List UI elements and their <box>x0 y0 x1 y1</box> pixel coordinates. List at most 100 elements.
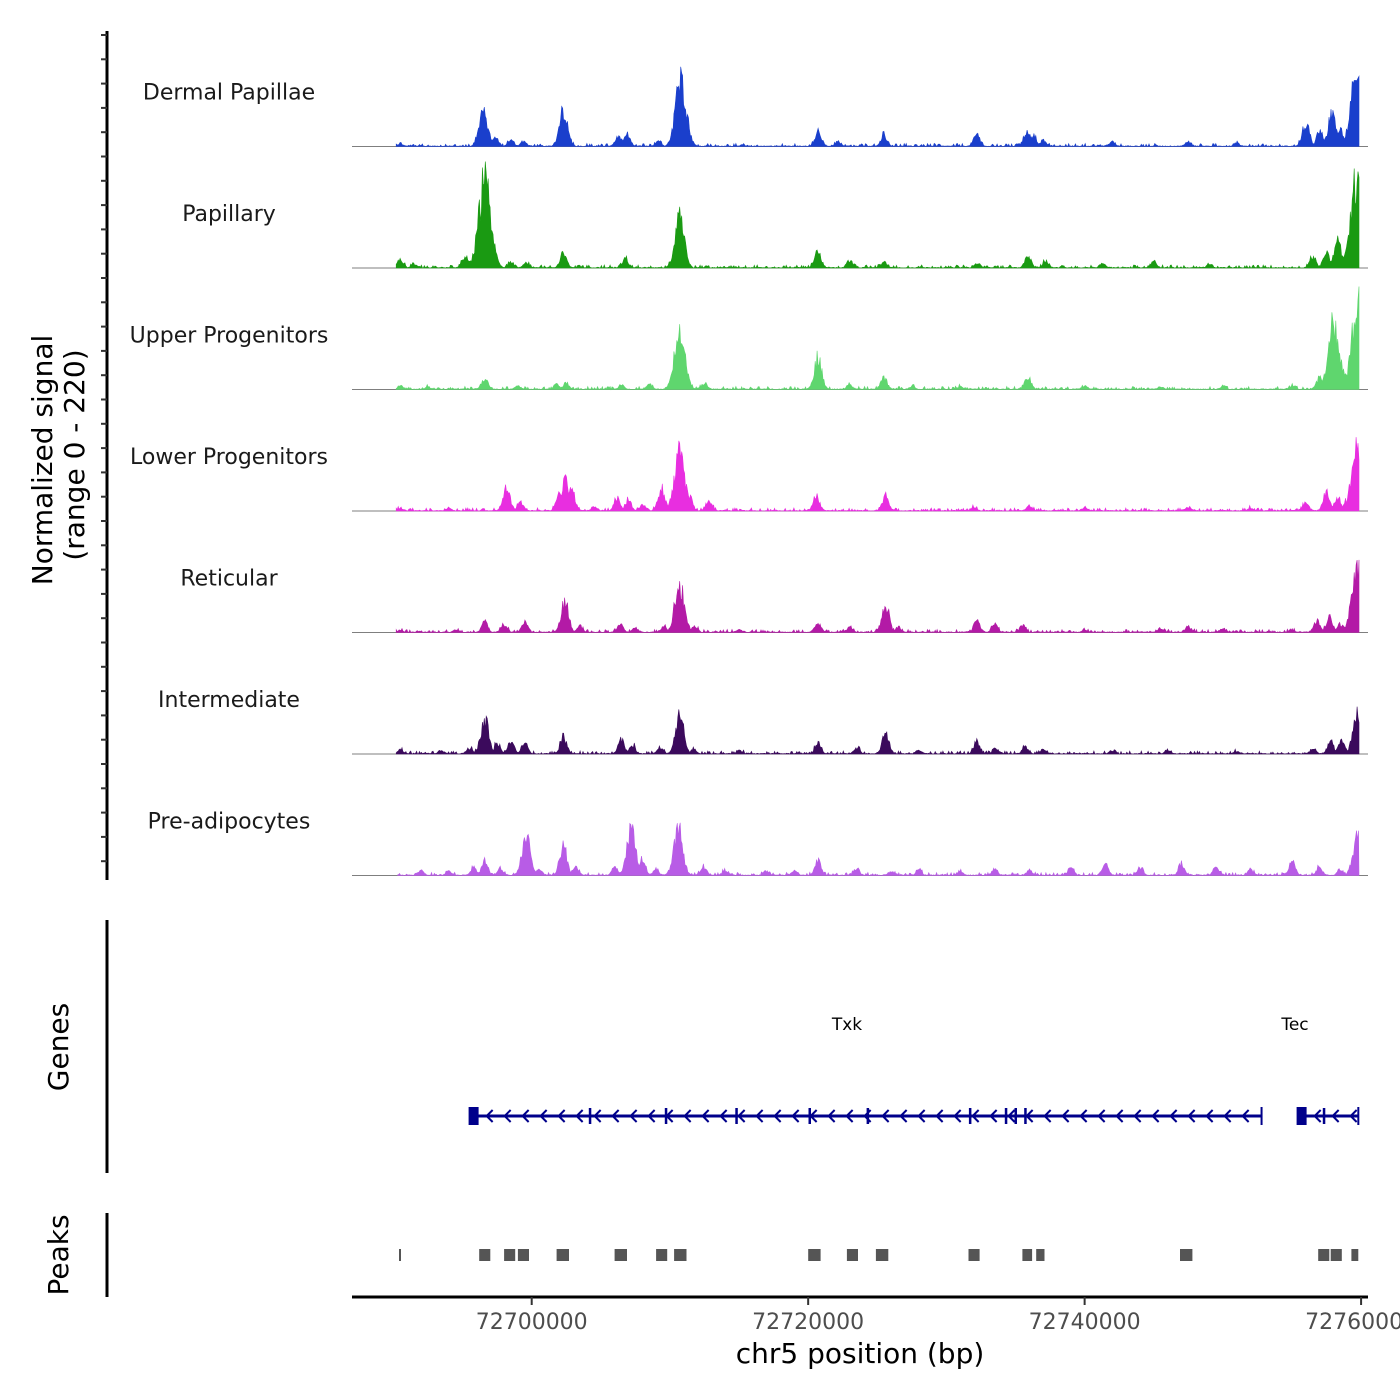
exon <box>588 1108 592 1124</box>
strand-chevron <box>953 1109 962 1123</box>
strand-chevron <box>1151 1109 1160 1123</box>
strand-chevron <box>1169 1109 1178 1123</box>
strand-chevron <box>755 1109 764 1123</box>
strand-chevron <box>1079 1109 1088 1123</box>
exon <box>664 1108 668 1124</box>
strand-chevron <box>773 1109 782 1123</box>
peak-region <box>556 1249 569 1261</box>
strand-chevron <box>1313 1109 1322 1123</box>
strand-chevron <box>899 1109 908 1123</box>
x-axis-title: chr5 position (bp) <box>736 1337 985 1370</box>
signal-area <box>397 822 1360 876</box>
signal-area <box>395 706 1360 755</box>
genes-track-label: Genes <box>42 1003 75 1091</box>
track-reticular: Reticular <box>180 559 1368 634</box>
exon <box>468 1107 479 1125</box>
strand-chevron <box>1061 1109 1070 1123</box>
gene-label: Txk <box>831 1015 862 1035</box>
strand-chevron <box>521 1109 530 1123</box>
signal-y-axis <box>101 31 109 880</box>
strand-chevron <box>1133 1109 1142 1123</box>
peak-region <box>808 1249 821 1261</box>
strand-chevron <box>485 1109 494 1123</box>
strand-chevron <box>827 1109 836 1123</box>
signal-area <box>395 161 1360 269</box>
strand-chevron <box>503 1109 512 1123</box>
track-label: Dermal Papillae <box>143 81 315 106</box>
peak-region <box>1318 1249 1330 1261</box>
strand-chevron <box>845 1109 854 1123</box>
peak-region <box>504 1249 516 1261</box>
exon <box>1004 1108 1008 1124</box>
strand-chevron <box>1349 1109 1358 1123</box>
strand-chevron <box>737 1109 746 1123</box>
strand-chevron <box>701 1109 710 1123</box>
peak-regions-track <box>399 1249 1359 1261</box>
signal-area <box>395 66 1360 148</box>
strand-chevron <box>1115 1109 1124 1123</box>
track-label: Pre-adipocytes <box>148 810 311 835</box>
strand-chevron <box>629 1109 638 1123</box>
x-tick-label: 72740000 <box>1029 1310 1141 1335</box>
peak-region <box>1022 1249 1033 1261</box>
gene-annotation-track: Txk Tec <box>468 1015 1360 1125</box>
strand-chevron <box>575 1109 584 1123</box>
strand-chevron <box>1007 1109 1016 1123</box>
strand-chevron <box>1097 1109 1106 1123</box>
x-tick-label: 72720000 <box>752 1310 864 1335</box>
strand-chevron <box>791 1109 800 1123</box>
exon <box>866 1108 870 1124</box>
exon <box>968 1108 972 1124</box>
gene-tec: Tec <box>1280 1015 1360 1125</box>
signal-area <box>395 559 1360 634</box>
peak-region <box>1036 1249 1045 1261</box>
strand-chevron <box>1205 1109 1214 1123</box>
peak-region <box>674 1249 687 1261</box>
signal-area <box>395 286 1360 391</box>
strand-chevron <box>683 1109 692 1123</box>
exon <box>1024 1108 1027 1124</box>
strand-chevron <box>971 1109 980 1123</box>
exon <box>1322 1108 1326 1124</box>
exon <box>1296 1107 1307 1125</box>
peak-region <box>399 1249 401 1261</box>
track-label: Intermediate <box>158 688 300 713</box>
x-axis: 72700000 72720000 72740000 72760000 <box>352 1295 1400 1335</box>
strand-chevron <box>557 1109 566 1123</box>
coverage-tracks: Dermal Papillae Papillary Upper Progenitor… <box>130 66 1368 876</box>
exon <box>1014 1108 1017 1124</box>
exon <box>808 1108 811 1124</box>
track-label: Reticular <box>180 567 278 592</box>
strand-chevron <box>719 1109 728 1123</box>
peak-region <box>846 1249 858 1261</box>
gene-txk: Txk <box>468 1015 1263 1125</box>
signal-y-subtitle: (range 0 - 220) <box>58 349 91 560</box>
peak-region <box>968 1249 980 1261</box>
strand-chevron <box>593 1109 602 1123</box>
strand-chevron <box>539 1109 548 1123</box>
peak-region <box>479 1249 491 1261</box>
track-dermal-papillae: Dermal Papillae <box>143 66 1368 148</box>
strand-chevron <box>989 1109 998 1123</box>
track-pre-adipocytes: Pre-adipocytes <box>148 810 1368 876</box>
x-tick-label: 72700000 <box>476 1310 588 1335</box>
peak-region <box>1351 1249 1359 1261</box>
strand-chevron <box>935 1109 944 1123</box>
peak-region <box>1330 1249 1342 1261</box>
strand-chevron <box>917 1109 926 1123</box>
track-lower-progenitors: Lower Progenitors <box>130 437 1368 512</box>
peak-region <box>614 1249 627 1261</box>
peak-region <box>875 1249 889 1261</box>
strand-chevron <box>1241 1109 1250 1123</box>
strand-chevron <box>1043 1109 1052 1123</box>
strand-chevron <box>1223 1109 1232 1123</box>
track-label: Lower Progenitors <box>130 445 328 470</box>
track-label: Papillary <box>182 202 276 227</box>
peak-region <box>517 1249 529 1261</box>
track-intermediate: Intermediate <box>158 688 1368 755</box>
strand-chevron <box>611 1109 620 1123</box>
strand-chevron <box>1331 1109 1340 1123</box>
track-label: Upper Progenitors <box>130 324 329 349</box>
peak-region <box>1180 1249 1193 1261</box>
strand-chevron <box>881 1109 890 1123</box>
